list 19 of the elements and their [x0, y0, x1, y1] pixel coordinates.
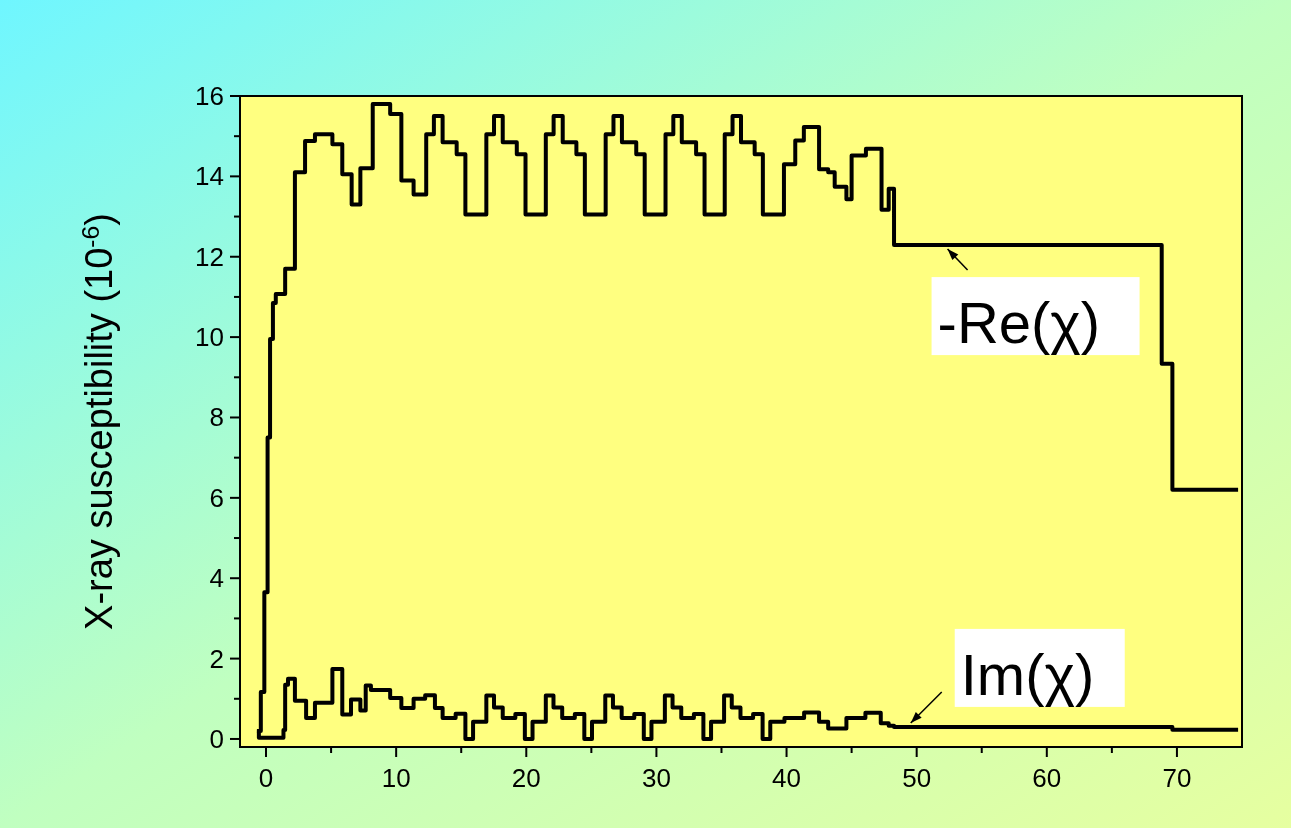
- x-tick-label: 70: [1162, 763, 1192, 793]
- x-tick-label: 30: [641, 763, 671, 793]
- x-tick-label: 0: [258, 763, 274, 793]
- x-tick-label: 60: [1032, 763, 1062, 793]
- y-tick-label: 12: [195, 241, 224, 272]
- y-tick-label: 4: [209, 563, 224, 594]
- y-tick-label: 6: [209, 482, 224, 513]
- x-tick-label: 10: [381, 763, 411, 793]
- legend-label: Im(χ): [960, 641, 1095, 707]
- y-tick-label: 0: [209, 723, 224, 754]
- series-label: -Re(χ): [937, 290, 1101, 356]
- y-tick-label: 14: [195, 161, 224, 192]
- y-tick-label: 16: [195, 81, 224, 111]
- y-tick-label: 2: [209, 643, 224, 674]
- x-tick-label: 50: [902, 763, 932, 793]
- y-tick-label: 8: [209, 402, 224, 433]
- x-tick-label: 20: [511, 763, 541, 793]
- x-tick-label: 40: [772, 763, 802, 793]
- y-tick-label: 10: [195, 322, 224, 353]
